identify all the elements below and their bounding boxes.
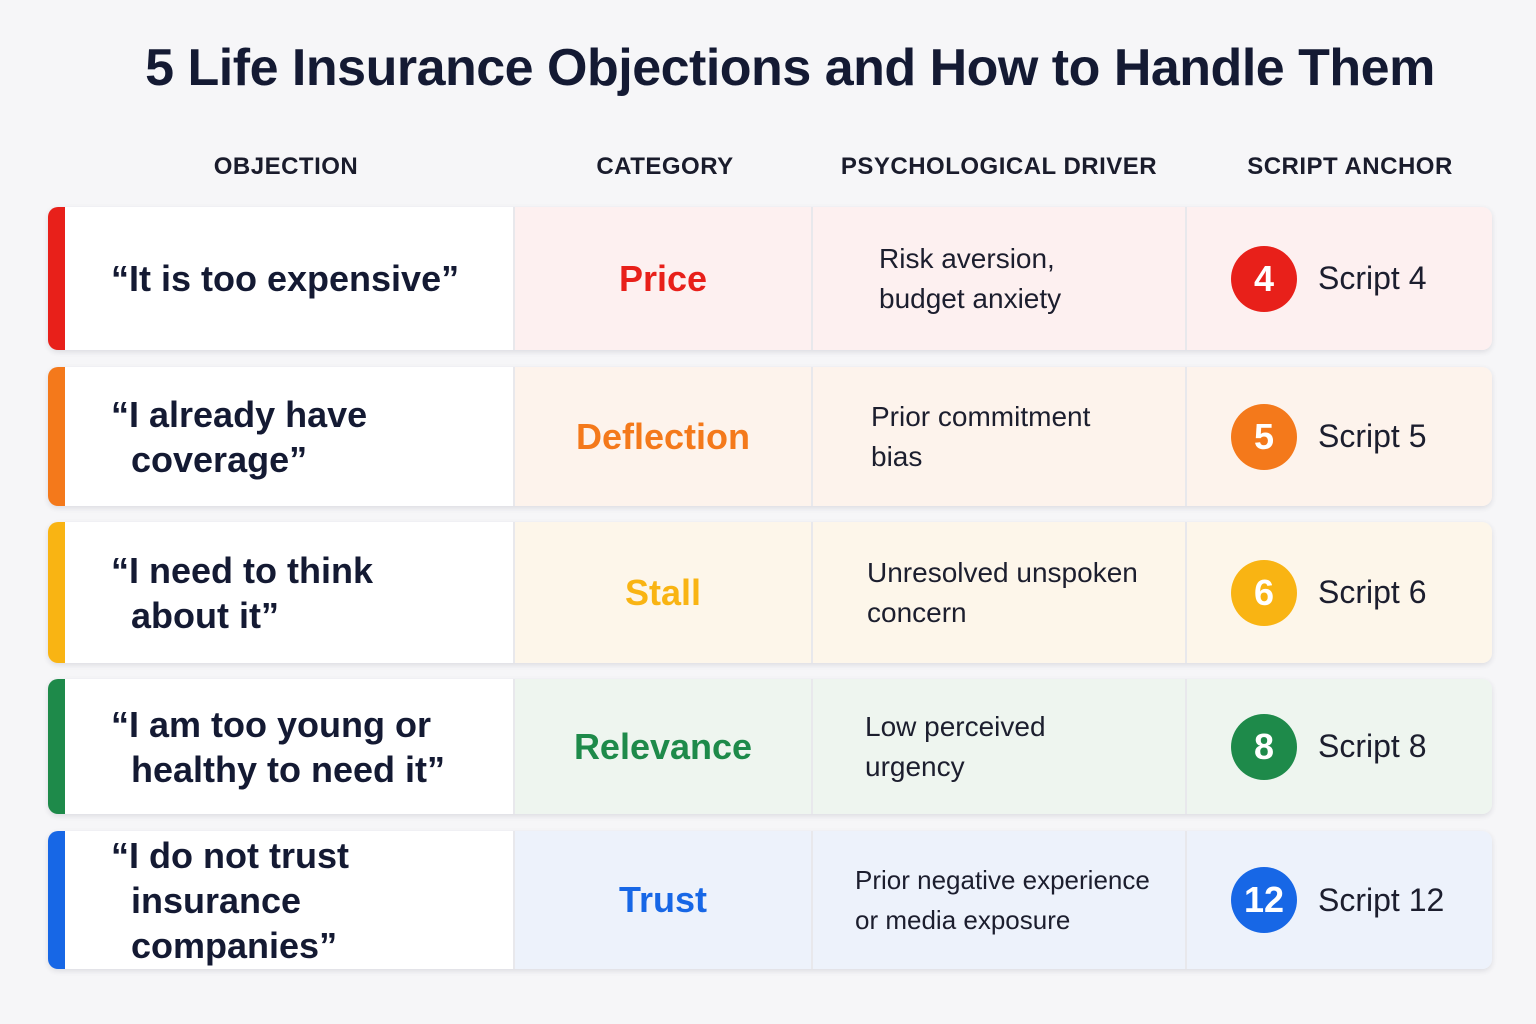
category-label: Price [618, 257, 708, 299]
script-label[interactable]: Script 4 [1318, 260, 1427, 296]
driver-text: Prior negative experience or media expos… [855, 865, 1150, 935]
category-cell: Price [515, 207, 813, 350]
category-cell: Relevance [515, 679, 813, 814]
category-label: Trust [618, 879, 707, 920]
page-title: 5 Life Insurance Objections and How to H… [145, 39, 1435, 97]
objection-text: “I am too young or healthy to need it” [111, 703, 446, 790]
table-row: “I am too young or healthy to need it” R… [48, 679, 1492, 814]
script-number-badge: 5 [1231, 403, 1297, 470]
column-header-driver: PSYCHOLOGICAL DRIVER [840, 153, 1158, 180]
objection-cell: “I already have coverage” [65, 367, 515, 506]
script-label[interactable]: Script 12 [1318, 881, 1445, 918]
script-label[interactable]: Script 8 [1318, 728, 1427, 764]
column-header-objection: OBJECTION [213, 153, 359, 180]
driver-text: Prior commitment bias [871, 400, 1091, 472]
driver-text: Low perceived urgency [865, 710, 1046, 782]
objection-text: “I already have coverage” [111, 393, 368, 480]
objection-cell: “I am too young or healthy to need it” [65, 679, 515, 814]
script-number-badge: 6 [1231, 559, 1297, 626]
driver-cell: Risk aversion, budget anxiety [813, 207, 1187, 350]
driver-cell: Prior commitment bias [813, 367, 1187, 506]
category-label: Deflection [575, 415, 751, 457]
row-accent-bar [48, 207, 65, 350]
table-row: “I already have coverage” Deflection Pri… [48, 367, 1492, 506]
script-cell: 5 Script 5 [1187, 367, 1492, 506]
objection-text: “It is too expensive” [111, 258, 460, 299]
table-header: OBJECTION CATEGORY PSYCHOLOGICAL DRIVER … [48, 153, 1492, 183]
objection-cell: “I need to think about it” [65, 522, 515, 663]
driver-cell: Low perceived urgency [813, 679, 1187, 814]
script-number-badge: 4 [1231, 245, 1297, 312]
row-accent-bar [48, 831, 65, 969]
category-cell: Stall [515, 522, 813, 663]
table-row: “I do not trust insurance companies” Tru… [48, 831, 1492, 969]
script-number-badge: 12 [1231, 867, 1297, 933]
category-cell: Deflection [515, 367, 813, 506]
script-label[interactable]: Script 6 [1318, 574, 1427, 610]
driver-cell: Unresolved unspoken concern [813, 522, 1187, 663]
script-number-badge: 8 [1231, 713, 1297, 780]
objection-text: “I do not trust insurance companies” [111, 834, 349, 966]
table-row: “It is too expensive” Price Risk aversio… [48, 207, 1492, 350]
category-label: Relevance [573, 725, 753, 767]
driver-cell: Prior negative experience or media expos… [813, 831, 1187, 969]
column-header-category: CATEGORY [596, 153, 734, 180]
objection-cell: “I do not trust insurance companies” [65, 831, 515, 969]
script-cell: 6 Script 6 [1187, 522, 1492, 663]
table-row: “I need to think about it” Stall Unresol… [48, 522, 1492, 663]
row-accent-bar [48, 679, 65, 814]
objection-text: “I need to think about it” [111, 549, 374, 636]
row-accent-bar [48, 522, 65, 663]
script-cell: 4 Script 4 [1187, 207, 1492, 350]
category-cell: Trust [515, 831, 813, 969]
script-cell: 12 Script 12 [1187, 831, 1492, 969]
category-label: Stall [624, 571, 702, 613]
driver-text: Unresolved unspoken concern [867, 556, 1138, 628]
objection-cell: “It is too expensive” [65, 207, 515, 350]
driver-text: Risk aversion, budget anxiety [879, 242, 1062, 314]
row-accent-bar [48, 367, 65, 506]
script-cell: 8 Script 8 [1187, 679, 1492, 814]
script-label[interactable]: Script 5 [1318, 418, 1427, 454]
column-header-script: SCRIPT ANCHOR [1247, 153, 1453, 180]
